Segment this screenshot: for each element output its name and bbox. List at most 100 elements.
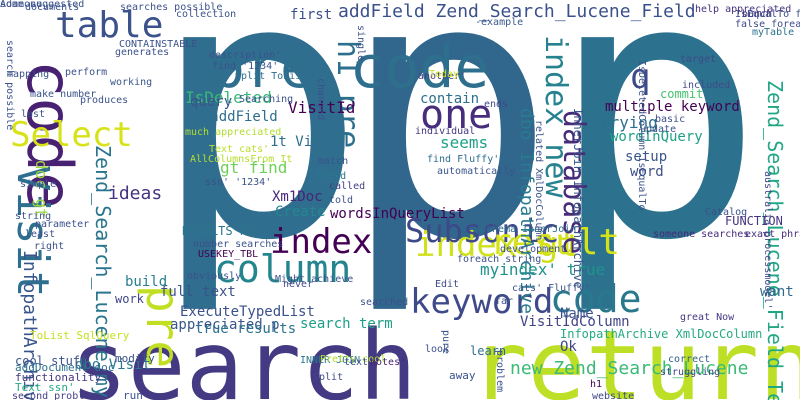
cloud-word: included <box>682 80 731 91</box>
cloud-word: pre <box>136 285 190 369</box>
cloud-word: first <box>290 7 333 23</box>
cloud-word: gt find <box>220 158 288 177</box>
cloud-word: Name <box>560 306 594 322</box>
cloud-word: search <box>70 310 417 400</box>
cloud-word: full text <box>160 284 236 300</box>
cloud-word: IsDeleted <box>185 88 272 107</box>
cloud-word: InfopathArchive VisitIdColumn <box>19 250 40 400</box>
cloud-word: Zend_Search_Lucene_Field Text <box>763 80 787 400</box>
cloud-word: find Fluffy' <box>427 154 500 165</box>
cloud-word: someone searches <box>653 229 750 240</box>
cloud-word: ends <box>484 99 509 110</box>
cloud-word: search possible <box>4 40 15 131</box>
cloud-word: pre code <box>210 33 490 101</box>
cloud-word: far <box>495 296 514 307</box>
cloud-word: commit <box>660 87 704 101</box>
cloud-word: CONTAINSTABLE <box>119 39 198 50</box>
cloud-word: AllColumnsFrom It <box>190 154 293 165</box>
cloud-word: addField Zend_Search_Lucene_Field <box>338 1 696 22</box>
cloud-word: IsDeletedColumn IsEqualTo <box>636 60 647 211</box>
cloud-word: never <box>283 279 314 290</box>
cloud-word: related XmlDocColumn <box>533 120 544 241</box>
cloud-word: produces <box>80 95 129 106</box>
cloud-word: column <box>214 247 352 291</box>
cloud-word: FUNCTION <box>725 214 783 228</box>
cloud-word: seems <box>440 133 489 152</box>
cloud-word: build <box>125 274 168 290</box>
cloud-word: told <box>329 195 354 206</box>
cloud-word: struggling <box>660 367 721 378</box>
cloud-word: wordInQuery <box>610 129 703 145</box>
cloud-word: text' <box>344 357 375 368</box>
cloud-word: problem <box>494 350 505 393</box>
cloud-word: generates <box>115 47 170 58</box>
cloud-word: Ok <box>560 339 577 355</box>
cloud-word: Zend_Search_Lucene myindex <box>91 145 115 400</box>
cloud-word: database <box>556 110 591 255</box>
cloud-word: USEKEY_TBL <box>198 249 259 260</box>
cloud-word: multiple keyword <box>605 99 740 115</box>
cloud-word: Might achieve <box>275 274 354 285</box>
cloud-word: field <box>316 171 347 182</box>
cloud-word: exact phrase <box>745 229 800 240</box>
cloud-word: q <box>630 57 651 97</box>
cloud-word: InnerJoin InfopathArchive <box>571 108 585 289</box>
cloud-word: australia processmodel' <box>762 171 773 310</box>
cloud-word: bunch <box>742 9 773 20</box>
cloud-word: match <box>318 156 349 167</box>
cloud-word: table <box>55 5 164 46</box>
cloud-word: one <box>420 92 493 138</box>
cloud-word: true results <box>195 321 297 337</box>
cloud-word: index new <box>538 35 573 198</box>
cloud-word: dbo InfopathArchive <box>516 108 537 314</box>
cloud-word: development <box>500 244 567 255</box>
cloud-word: automatically <box>437 166 516 177</box>
cloud-word: Schema InnerJoin <box>480 224 577 235</box>
cloud-word: 1t Visit <box>270 134 338 150</box>
cloud-word: Today <box>429 69 460 80</box>
cloud-word: want <box>760 284 794 300</box>
cloud-word: working <box>110 77 153 88</box>
cloud-word: notes' <box>370 357 407 368</box>
cloud-word: Xm1Doc <box>272 189 323 205</box>
cloud-word: ssn' '1234' <box>205 177 272 188</box>
cloud-word: p <box>548 0 765 319</box>
cloud-word: individual <box>415 126 476 137</box>
cloud-word: false foreach <box>735 19 800 30</box>
cloud-word: ideas <box>108 183 163 204</box>
cloud-word: mapping <box>7 69 50 80</box>
cloud-word: target <box>680 54 717 65</box>
cloud-word: foreach string <box>457 254 542 265</box>
cloud-word: word <box>630 164 664 180</box>
cloud-word: VisitId <box>288 98 356 117</box>
cloud-word: cool stuff <box>15 354 88 368</box>
cloud-word: much appreciated <box>185 127 282 138</box>
cloud-word: trying <box>600 113 658 132</box>
cloud-word: string <box>15 211 52 222</box>
cloud-word: VisitIdColumn <box>520 314 630 330</box>
cloud-word: Searching <box>239 94 294 105</box>
cloud-word: new Zend_Search_Lucene <box>510 358 749 379</box>
cloud-word: contain <box>420 91 480 107</box>
cloud-word: run <box>123 389 143 400</box>
cloud-word: collection <box>176 9 237 20</box>
cloud-word: p <box>340 0 557 319</box>
cloud-word: searched <box>360 297 409 308</box>
cloud-word: second problem <box>12 391 97 400</box>
cloud-word: h1 <box>590 379 603 390</box>
cloud-word: query <box>190 94 233 110</box>
cloud-word: look <box>425 344 450 355</box>
cloud-word: IsEqualTo false <box>735 9 800 20</box>
cloud-word: make number <box>30 89 97 100</box>
cloud-word: modify <box>115 352 155 365</box>
cloud-word: Edit <box>435 279 460 290</box>
cloud-word: index gt <box>415 225 579 265</box>
cloud-word: search term <box>300 316 393 332</box>
cloud-word: code <box>550 277 642 321</box>
cloud-word: result <box>490 222 621 263</box>
cloud-word: changed <box>315 78 326 121</box>
cloud-word: ToList SqlQuery <box>30 329 130 342</box>
cloud-word: find '1234' <box>212 61 279 72</box>
cloud-word: number searches <box>193 239 284 250</box>
cloud-word: -example <box>475 17 524 28</box>
